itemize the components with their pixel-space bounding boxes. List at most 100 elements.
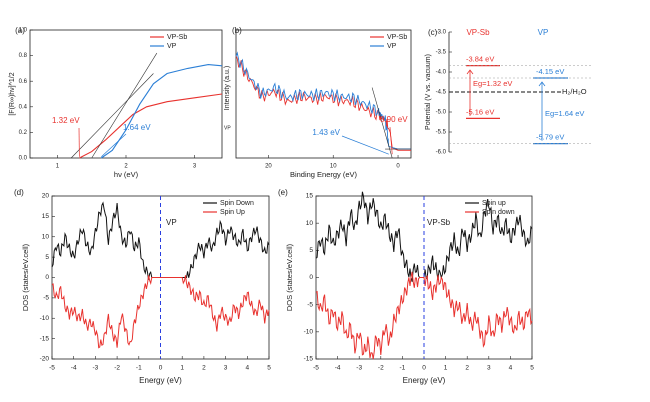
a-x-axis-label: hν (eV) (114, 170, 139, 179)
c-level-label-3: -5.79 eV (536, 133, 564, 142)
d-ytick-label: -15 (40, 335, 50, 342)
a-annotation-vp-sb-gap: 1.32 eV (52, 116, 80, 125)
d-ytick-label: 10 (42, 233, 50, 240)
a-xtick-label: 1 (56, 164, 60, 170)
b-annotation-vp-sb-edge: 0.90 eV (380, 115, 408, 124)
d-xtick-label: 5 (267, 365, 271, 372)
a-ytick-label: 0.8 (19, 53, 28, 59)
c-ytick-label: -3.5 (436, 50, 447, 56)
c-level-label-1: -5.16 eV (466, 107, 494, 116)
d-xtick-label: -2 (114, 365, 120, 372)
c-gap-arrowhead-vp-sb (466, 69, 474, 75)
b-annotation-arrow-red (389, 126, 393, 155)
c-ytick-label: -4.5 (436, 90, 447, 96)
a-xtick-label: 2 (124, 164, 128, 170)
c-ytick-label: -5.5 (436, 130, 447, 136)
d-annotation: VP (166, 218, 177, 227)
c-column-vp: VP (538, 28, 549, 37)
e-xtick-label: 2 (465, 365, 469, 372)
d-x-axis-label: Energy (eV) (139, 376, 182, 385)
c-y-axis-label: Potential (V vs. vacuum) (425, 54, 432, 130)
e-xtick-label: 1 (444, 365, 448, 372)
e-xtick-label: -5 (313, 365, 319, 372)
b-panel-label: (b) (232, 26, 242, 35)
a-xtick-label: 3 (193, 164, 197, 170)
e-ytick-label: -15 (304, 356, 314, 363)
e-xtick-label: -3 (356, 365, 362, 372)
e-y-axis-label: DOS (states/eV.cell) (285, 243, 294, 311)
c-column-vp-sb: VP-Sb (466, 28, 490, 37)
a-ytick-label: 0.4 (19, 104, 28, 110)
a-tangent-vp (91, 52, 158, 159)
a-ytick-label: 1.0 (19, 28, 28, 34)
e-series-spin-down-line (315, 271, 533, 360)
d-ytick-label: -5 (43, 295, 49, 302)
a-series-vp-line (100, 64, 223, 159)
a-annotation-arrow-blue (101, 133, 127, 157)
e-xtick-label: 5 (530, 365, 534, 372)
c-gap-label-vp-sb: Eg=1.32 eV (473, 79, 512, 88)
d-xtick-label: 4 (245, 365, 249, 372)
e-xtick-label: 0 (422, 365, 426, 372)
b-annotation-vp-edge: 1.43 eV (312, 128, 340, 137)
d-ytick-label: 15 (42, 213, 50, 220)
a-annotation-vp-gap: 1.64 eV (123, 123, 151, 132)
b-legend-label-0: VP-Sb (387, 34, 407, 41)
e-legend-label-0: Spin up (482, 200, 506, 207)
e-xtick-label: -4 (335, 365, 341, 372)
b-legend-label-1: VP (387, 43, 397, 50)
c-gap-label-vp: Eg=1.64 eV (545, 109, 584, 118)
c-reference-label: H₂/H₂O (562, 87, 587, 96)
a-annotation-vp-side: VP (224, 125, 231, 131)
e-panel-label: (e) (278, 188, 288, 197)
d-legend-label-1: Spin Up (220, 209, 245, 216)
d-legend-label-0: Spin Down (220, 200, 254, 207)
a-series-vp-sb-line (79, 93, 223, 159)
e-ytick-label: -10 (304, 329, 314, 336)
d-ytick-label: -10 (40, 315, 50, 322)
e-xtick-label: -1 (400, 365, 406, 372)
a-plot-frame (29, 29, 223, 159)
e-xtick-label: 4 (509, 365, 513, 372)
d-ytick-label: 5 (45, 254, 49, 261)
e-ytick-label: 15 (306, 193, 314, 200)
b-x-axis-label: Binding Energy (eV) (290, 170, 358, 179)
a-ytick-label: 0.2 (19, 130, 28, 136)
e-ytick-label: 10 (306, 220, 314, 227)
d-ytick-label: 20 (42, 193, 50, 200)
e-ytick-label: -5 (307, 301, 313, 308)
c-ytick-label: -4.0 (436, 70, 447, 76)
d-panel-label: (d) (14, 188, 24, 197)
e-ytick-label: 0 (309, 274, 313, 281)
e-annotation: VP-Sb (427, 218, 451, 227)
c-level-label-0: -3.84 eV (466, 55, 494, 64)
a-panel-label: (a) (15, 26, 25, 35)
d-y-axis-label: DOS (states/eV.cell) (21, 243, 30, 311)
a-legend-label-1: VP (167, 43, 177, 50)
c-ytick-label: -5.0 (436, 110, 447, 116)
d-ytick-label: -20 (40, 356, 50, 363)
b-xtick-label: 10 (330, 164, 337, 170)
c-level-label-2: -4.15 eV (536, 67, 564, 76)
a-legend-label-0: VP-Sb (167, 34, 187, 41)
a-ytick-label: 0.0 (19, 156, 28, 162)
b-y-axis-label: Intensity (a.u.) (224, 66, 231, 110)
d-ytick-label: 0 (45, 274, 49, 281)
c-ytick-label: -3.0 (436, 30, 447, 36)
d-xtick-label: 0 (159, 365, 163, 372)
d-xtick-label: 2 (202, 365, 206, 372)
e-ytick-label: 5 (309, 247, 313, 254)
c-gap-arrowhead-vp (538, 81, 546, 87)
d-xtick-label: -4 (71, 365, 77, 372)
a-ytick-label: 0.6 (19, 79, 28, 85)
a-tangent-vp-sb (70, 73, 154, 159)
d-xtick-label: 3 (224, 365, 228, 372)
b-series-vp-line (235, 51, 411, 150)
b-annotation-arrow-blue (341, 135, 389, 155)
e-xtick-label: -2 (378, 365, 384, 372)
c-ytick-label: -6.0 (436, 150, 447, 156)
b-xtick-label: 20 (265, 164, 272, 170)
e-x-axis-label: Energy (eV) (403, 376, 446, 385)
d-xtick-label: -1 (136, 365, 142, 372)
